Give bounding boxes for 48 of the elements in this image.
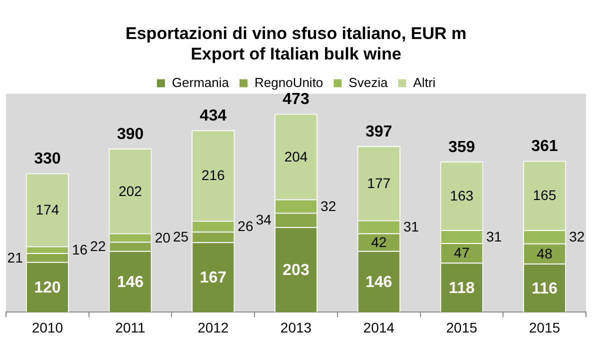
total-label: 361 [531,138,558,156]
total-label: 473 [282,91,310,108]
total-label: 330 [34,150,61,168]
x-tick-label: 2015 [446,319,478,336]
data-label: 16 [72,242,88,258]
data-label: 42 [371,234,387,250]
data-label: 32 [569,228,585,245]
data-label: 204 [284,148,308,164]
total-label: 434 [200,107,227,124]
chart-subtitle: Export of Italian bulk wine [190,44,402,64]
data-label: 31 [486,228,502,244]
data-label: 177 [367,175,391,192]
x-tick-label: 2014 [363,319,395,336]
data-label: 20 [154,229,171,246]
data-label: 48 [536,245,553,262]
x-tick-label: 2010 [32,319,64,336]
total-label: 390 [116,126,144,143]
total-label: 397 [366,123,392,140]
data-label: 216 [201,167,226,184]
x-tick-label: 2015 [528,319,560,336]
data-label: 163 [450,188,474,204]
data-label: 202 [118,182,142,199]
data-label: 146 [366,274,392,291]
legend-label: Germania [172,74,230,90]
data-label: 165 [532,187,556,204]
data-label: 22 [90,238,106,254]
data-label: 118 [448,280,475,297]
data-label: 32 [320,198,336,214]
data-label: 26 [238,218,254,234]
data-label: 21 [7,249,24,266]
data-label: 174 [36,202,60,218]
data-label: 34 [256,212,272,228]
data-label: 167 [200,270,227,287]
data-label: 47 [454,244,470,261]
data-label: 31 [403,218,420,235]
total-label: 359 [448,138,476,156]
data-label: 146 [116,274,144,291]
chart-title: Esportazioni di vino sfuso italiano, EUR m [126,24,466,43]
legend-label: RegnoUnito [254,74,324,90]
x-tick-label: 2012 [198,319,229,336]
data-label: 25 [173,228,189,245]
legend-label: Svezia [348,74,388,90]
data-label: 120 [34,279,61,296]
data-label: 203 [282,262,310,280]
data-label: 116 [532,280,558,298]
legend-label: Altri [413,74,436,90]
x-tick-label: 2011 [115,319,146,336]
x-tick-label: 2013 [280,319,312,336]
